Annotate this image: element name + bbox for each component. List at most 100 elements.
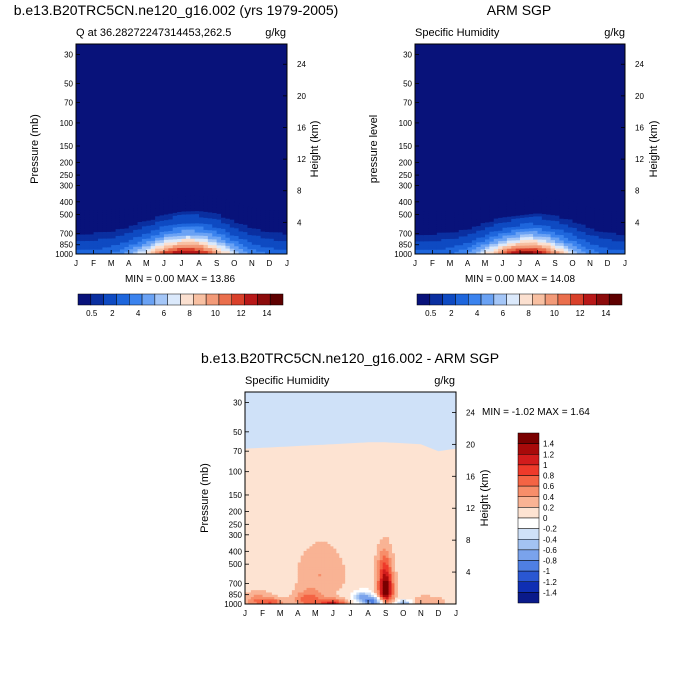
contour-cell — [238, 213, 244, 218]
contour-cell — [498, 246, 504, 250]
contour-cell — [493, 226, 499, 230]
colorbar-swatch — [218, 293, 232, 306]
contour-cell — [89, 251, 95, 254]
contour-cell — [454, 240, 460, 244]
contour-cell — [306, 580, 310, 584]
contour-cell — [362, 601, 366, 604]
contour-cell — [256, 228, 262, 232]
contour-cell — [102, 238, 108, 242]
contour-cell — [338, 567, 343, 570]
contour-cell — [163, 234, 169, 238]
contour-cell — [229, 251, 235, 254]
contour-cell — [324, 571, 328, 575]
contour-cell — [476, 221, 482, 225]
contour-cell — [185, 232, 191, 237]
contour-cell — [454, 249, 460, 253]
y-tick-label: 250 — [60, 171, 74, 180]
contour-cell — [379, 557, 384, 561]
contour-cell — [259, 590, 264, 593]
contour-cell — [282, 221, 287, 225]
contour-cell — [528, 222, 534, 227]
contour-cell — [297, 601, 302, 604]
contour-cell — [291, 597, 296, 600]
contour-cell — [150, 248, 156, 252]
contour-cell — [137, 212, 143, 216]
contour-cell — [185, 244, 191, 249]
contour-cell — [506, 246, 512, 250]
contour-cell — [391, 567, 395, 570]
contour-cell — [97, 243, 103, 246]
contour-cell — [150, 251, 156, 254]
contour-cell — [590, 237, 595, 241]
contour-cell — [520, 212, 525, 216]
contour-cell — [458, 236, 464, 240]
contour-cell — [332, 587, 337, 591]
contour-cell — [124, 209, 130, 213]
contour-cell — [259, 592, 264, 596]
contour-cell — [303, 587, 308, 591]
contour-cell — [581, 231, 587, 236]
contour-cell — [221, 237, 227, 241]
contour-cell — [185, 229, 191, 234]
contour-cell — [247, 223, 253, 227]
contour-cell — [278, 225, 284, 229]
contour-cell — [394, 592, 398, 596]
contour-cell — [159, 242, 165, 247]
contour-cell — [511, 245, 517, 250]
contour-cell — [382, 562, 387, 566]
contour-cell — [417, 599, 422, 603]
contour-cell — [84, 249, 90, 253]
contour-cell — [515, 234, 521, 239]
y-axis-label: Pressure (mb) — [29, 114, 41, 184]
contour-cell — [471, 244, 477, 248]
contour-cell — [265, 238, 271, 242]
contour-cell — [373, 590, 378, 593]
contour-cell — [476, 216, 482, 220]
contour-cell — [294, 597, 299, 600]
contour-cell — [454, 245, 460, 249]
contour-cell — [84, 225, 90, 229]
contour-cell — [598, 247, 604, 251]
contour-cell — [581, 214, 587, 218]
contour-cell — [141, 216, 147, 220]
contour-cell — [471, 212, 477, 216]
contour-cell — [225, 215, 231, 220]
contour-cell — [303, 557, 308, 561]
contour-cell — [146, 220, 152, 224]
contour-cell — [572, 207, 578, 211]
contour-cell — [282, 232, 287, 236]
contour-cell — [391, 560, 395, 563]
colorbar-label: 1.2 — [543, 450, 555, 459]
contour-cell — [163, 245, 169, 249]
contour-cell — [382, 539, 387, 543]
contour-cell — [181, 217, 187, 222]
contour-cell — [172, 201, 178, 205]
contour-cell — [300, 564, 305, 568]
contour-cell — [168, 196, 174, 200]
contour-cell — [128, 235, 134, 239]
contour-cell — [611, 222, 617, 225]
contour-cell — [177, 203, 183, 207]
contour-cell — [181, 199, 187, 204]
contour-cell — [397, 599, 401, 603]
contour-cell — [102, 229, 108, 233]
contour-cell — [115, 215, 121, 219]
contour-cell — [84, 234, 90, 238]
contour-cell — [480, 211, 486, 215]
contour-cell — [493, 213, 499, 217]
axes: J F M A M J J A S O N D J305070100150200250300400500… — [394, 50, 644, 268]
contour-cell — [278, 238, 284, 242]
contour-cell — [190, 241, 196, 246]
contour-cell — [590, 233, 595, 237]
contour-cell — [528, 245, 534, 249]
contour-cell — [306, 583, 310, 587]
contour-cell — [541, 245, 547, 249]
contour-cell — [321, 585, 325, 589]
contour-cell — [303, 597, 308, 600]
contour-cell — [177, 224, 183, 228]
contour-cell — [471, 228, 477, 232]
x-tick-label: D — [605, 259, 611, 268]
contour-cell — [502, 238, 508, 242]
contour-cell — [555, 210, 560, 214]
colorbar-swatch — [517, 485, 540, 497]
